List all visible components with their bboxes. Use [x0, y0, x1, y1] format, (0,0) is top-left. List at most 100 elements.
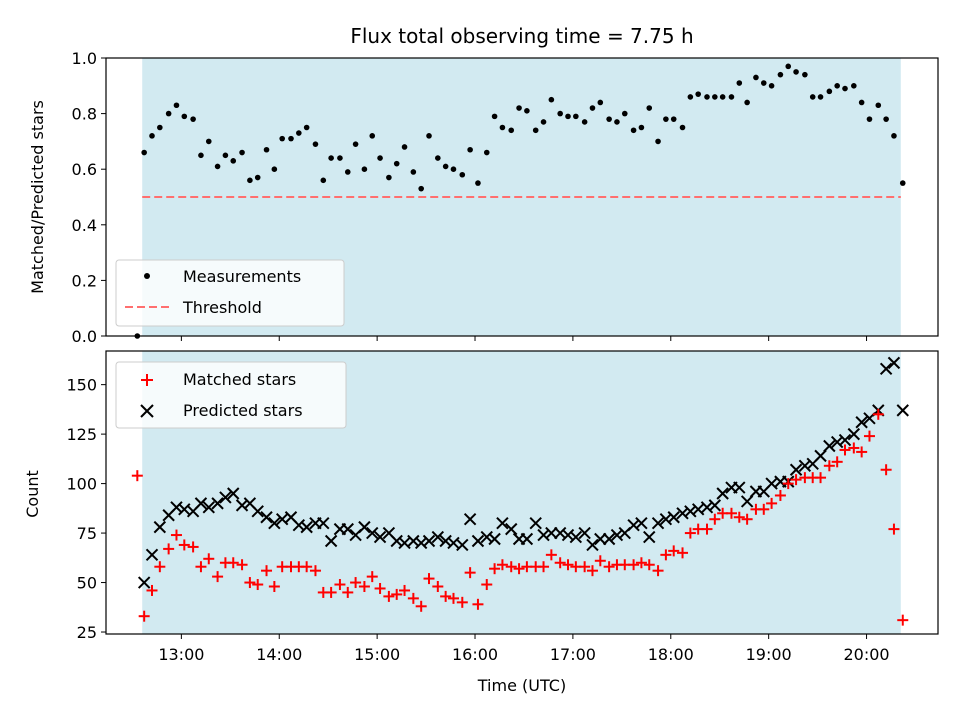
measurement-point: [263, 146, 270, 153]
measurement-point: [883, 116, 889, 122]
measurement-point: [638, 124, 645, 131]
predicted-star-point: [292, 518, 306, 532]
matched-star-point: [897, 614, 909, 626]
predicted-star-point: [480, 530, 493, 544]
predicted-star-point: [651, 516, 665, 530]
matched-star-point: [252, 579, 264, 591]
bottom-legend: Matched stars Predicted stars: [115, 361, 347, 429]
measurement-point: [695, 91, 701, 97]
matched-star-point: [594, 555, 606, 567]
measurement-point: [459, 171, 466, 178]
matched-star-point: [212, 571, 224, 583]
predicted-star-point: [471, 534, 485, 548]
bottom-y-ticks: 25 50 75 100 125 150: [66, 376, 106, 642]
matched-star-point: [562, 559, 574, 571]
predicted-star-point: [439, 534, 452, 548]
measurement-point: [753, 74, 759, 81]
predicted-star-point: [708, 499, 722, 512]
matched-star-point: [358, 581, 370, 593]
predicted-star-point: [586, 538, 599, 552]
predicted-star-point: [358, 520, 371, 534]
measurement-point: [793, 69, 799, 75]
matched-star-point: [464, 567, 476, 579]
measurement-point: [352, 141, 359, 147]
measurement-point: [442, 163, 449, 170]
matched-star-point: [154, 561, 166, 573]
matched-star-point: [628, 559, 640, 571]
matched-star-point: [677, 547, 689, 559]
matched-star-point: [415, 600, 427, 612]
predicted-star-point: [814, 449, 827, 463]
measurement-point: [499, 124, 506, 131]
top-y-tick-label: 0.6: [72, 160, 97, 179]
matched-star-point: [374, 582, 386, 594]
measurement-point: [377, 155, 383, 161]
matched-star-point: [579, 561, 591, 573]
legend-measurements-marker: [144, 273, 150, 279]
measurement-point: [687, 94, 694, 100]
matched-star-point: [790, 474, 802, 486]
predicted-star-point: [227, 487, 240, 500]
measurement-point: [573, 113, 579, 120]
bottom-x-tick-label: 15:00: [354, 645, 400, 664]
predicted-star-point: [251, 505, 264, 518]
bottom-x-tick-label: 14:00: [256, 645, 302, 664]
matched-star-point: [831, 456, 843, 468]
matched-star-point: [733, 511, 745, 523]
measurement-point: [842, 85, 848, 92]
measurement-point: [744, 99, 750, 106]
matched-star-point: [268, 581, 280, 593]
predicted-star-point: [740, 495, 754, 508]
measurement-point: [736, 80, 743, 86]
measurement-point: [344, 169, 351, 175]
predicted-star-point: [578, 526, 591, 540]
matched-star-point: [863, 430, 875, 442]
matched-star-point: [383, 590, 395, 602]
matched-star-point: [325, 586, 337, 598]
measurement-point: [181, 113, 188, 120]
top-y-tick-label: 0.4: [72, 216, 97, 235]
predicted-star-point: [896, 404, 909, 417]
matched-star-point: [709, 513, 721, 525]
predicted-star-point: [341, 522, 354, 536]
measurement-point: [205, 138, 212, 145]
predicted-star-point: [153, 520, 167, 534]
measurement-point: [524, 108, 530, 114]
measurement-point: [149, 133, 155, 139]
measurement-point: [508, 127, 515, 134]
measurement-point: [369, 133, 376, 139]
measurement-point: [851, 83, 857, 89]
predicted-star-point: [431, 530, 445, 544]
measurement-point: [435, 155, 441, 161]
measurement-point: [426, 133, 432, 139]
measurement-point: [597, 99, 604, 106]
matched-star-point: [660, 549, 672, 561]
measurement-point: [891, 133, 897, 139]
predicted-star-point: [463, 513, 477, 526]
measurement-point: [165, 110, 172, 117]
predicted-star-point: [488, 532, 501, 546]
bottom-y-tick-label: 25: [77, 623, 97, 642]
predicted-star-point: [145, 548, 159, 562]
matched-star-point: [472, 598, 484, 610]
predicted-star-point: [594, 532, 607, 546]
matched-star-point: [350, 577, 362, 589]
predicted-star-point: [879, 362, 893, 376]
matched-star-point: [423, 573, 435, 585]
predicted-star-point: [553, 526, 567, 540]
legend-matched-label: Matched stars: [183, 370, 296, 389]
predicted-star-point: [137, 576, 151, 589]
measurement-point: [312, 141, 319, 147]
measurement-point: [802, 71, 808, 78]
predicted-star-point: [537, 528, 550, 542]
bottom-legend-box: [115, 361, 347, 429]
predicted-star-point: [170, 501, 183, 514]
matched-star-point: [407, 592, 419, 604]
top-legend: Measurements Threshold: [115, 259, 345, 327]
matched-star-point: [725, 507, 737, 519]
matched-star-point: [138, 610, 150, 622]
legend-measurements-label: Measurements: [183, 267, 301, 286]
bottom-x-tick-label: 13:00: [158, 645, 204, 664]
matched-star-point: [815, 472, 827, 484]
